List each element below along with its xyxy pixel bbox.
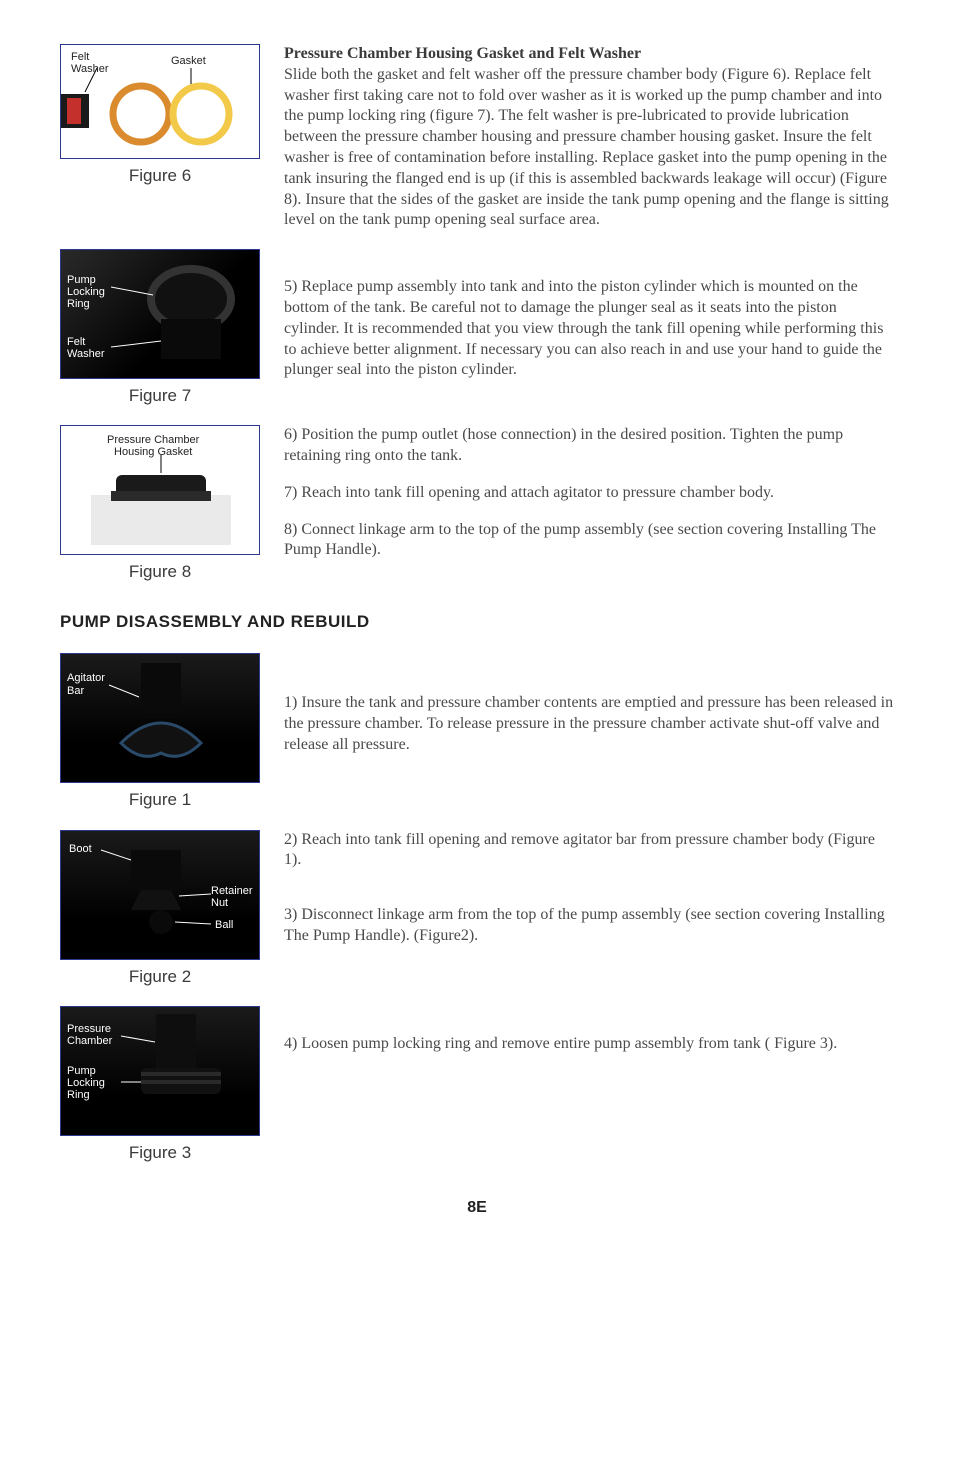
fig2-label-boot: Boot <box>69 843 92 855</box>
fig8-label-gasket: Pressure Chamber Housing Gasket <box>107 434 199 458</box>
row-fig7: Pump Locking Ring Felt Washer Figure 7 5… <box>60 249 894 407</box>
section-heading-pump-disassembly: PUMP DISASSEMBLY AND REBUILD <box>60 611 894 633</box>
figure7-box: Pump Locking Ring Felt Washer <box>60 249 260 379</box>
row-fig1: Agitator Bar Figure 1 1) Insure the tank… <box>60 653 894 811</box>
figure2-box: Boot Retainer Nut Ball <box>60 830 260 960</box>
figure6-column: Felt Washer Gasket Figure 6 <box>60 44 260 231</box>
fig3-label-ring: Pump Locking Ring <box>67 1065 105 1101</box>
paragraph-1: Slide both the gasket and felt washer of… <box>284 65 894 231</box>
fig6-label-felt: Felt Washer <box>71 51 109 75</box>
row-fig8: Pressure Chamber Housing Gasket Figure 8… <box>60 425 894 583</box>
paragraph-7: 7) Reach into tank fill opening and atta… <box>284 483 894 504</box>
figure6-box: Felt Washer Gasket <box>60 44 260 159</box>
figure2-caption: Figure 2 <box>60 966 260 988</box>
heading-pressure-chamber: Pressure Chamber Housing Gasket and Felt… <box>284 44 894 65</box>
fig2-label-retainer: Retainer Nut <box>211 885 253 909</box>
text-block-d4: 4) Loosen pump locking ring and remove e… <box>284 1006 894 1164</box>
page-number: 8E <box>60 1198 894 1219</box>
paragraph-d2: 2) Reach into tank fill opening and remo… <box>284 830 894 872</box>
paragraph-d3: 3) Disconnect linkage arm from the top o… <box>284 905 894 947</box>
row-fig6: Felt Washer Gasket Figure 6 Pressure Cha… <box>60 44 894 231</box>
figure3-box: Pressure Chamber Pump Locking Ring <box>60 1006 260 1136</box>
figure1-box: Agitator Bar <box>60 653 260 783</box>
figure3-column: Pressure Chamber Pump Locking Ring Figur… <box>60 1006 260 1164</box>
fig6-label-gasket: Gasket <box>171 55 206 67</box>
figure7-caption: Figure 7 <box>60 385 260 407</box>
text-block-5: 5) Replace pump assembly into tank and i… <box>284 249 894 407</box>
fig3-label-chamber: Pressure Chamber <box>67 1023 112 1047</box>
row-fig3: Pressure Chamber Pump Locking Ring Figur… <box>60 1006 894 1164</box>
figure1-column: Agitator Bar Figure 1 <box>60 653 260 811</box>
text-block-d1: 1) Insure the tank and pressure chamber … <box>284 653 894 811</box>
paragraph-5: 5) Replace pump assembly into tank and i… <box>284 277 894 381</box>
fig7-label-felt: Felt Washer <box>67 336 105 360</box>
text-block-d2d3: 2) Reach into tank fill opening and remo… <box>284 830 894 988</box>
paragraph-d4: 4) Loosen pump locking ring and remove e… <box>284 1034 894 1055</box>
paragraph-6: 6) Position the pump outlet (hose connec… <box>284 425 894 467</box>
paragraph-8: 8) Connect linkage arm to the top of the… <box>284 520 894 562</box>
fig1-label-agitator: Agitator Bar <box>67 672 105 696</box>
figure6-caption: Figure 6 <box>60 165 260 187</box>
text-block-1: Pressure Chamber Housing Gasket and Felt… <box>284 44 894 231</box>
fig7-label-ring: Pump Locking Ring <box>67 274 105 310</box>
paragraph-d1: 1) Insure the tank and pressure chamber … <box>284 693 894 755</box>
row-fig2: Boot Retainer Nut Ball Figure 2 2) Reach… <box>60 830 894 988</box>
fig2-label-ball: Ball <box>215 919 233 931</box>
text-block-678: 6) Position the pump outlet (hose connec… <box>284 425 894 583</box>
figure8-column: Pressure Chamber Housing Gasket Figure 8 <box>60 425 260 583</box>
figure1-caption: Figure 1 <box>60 789 260 811</box>
figure8-caption: Figure 8 <box>60 561 260 583</box>
figure2-column: Boot Retainer Nut Ball Figure 2 <box>60 830 260 988</box>
figure7-column: Pump Locking Ring Felt Washer Figure 7 <box>60 249 260 407</box>
figure8-box: Pressure Chamber Housing Gasket <box>60 425 260 555</box>
figure3-caption: Figure 3 <box>60 1142 260 1164</box>
